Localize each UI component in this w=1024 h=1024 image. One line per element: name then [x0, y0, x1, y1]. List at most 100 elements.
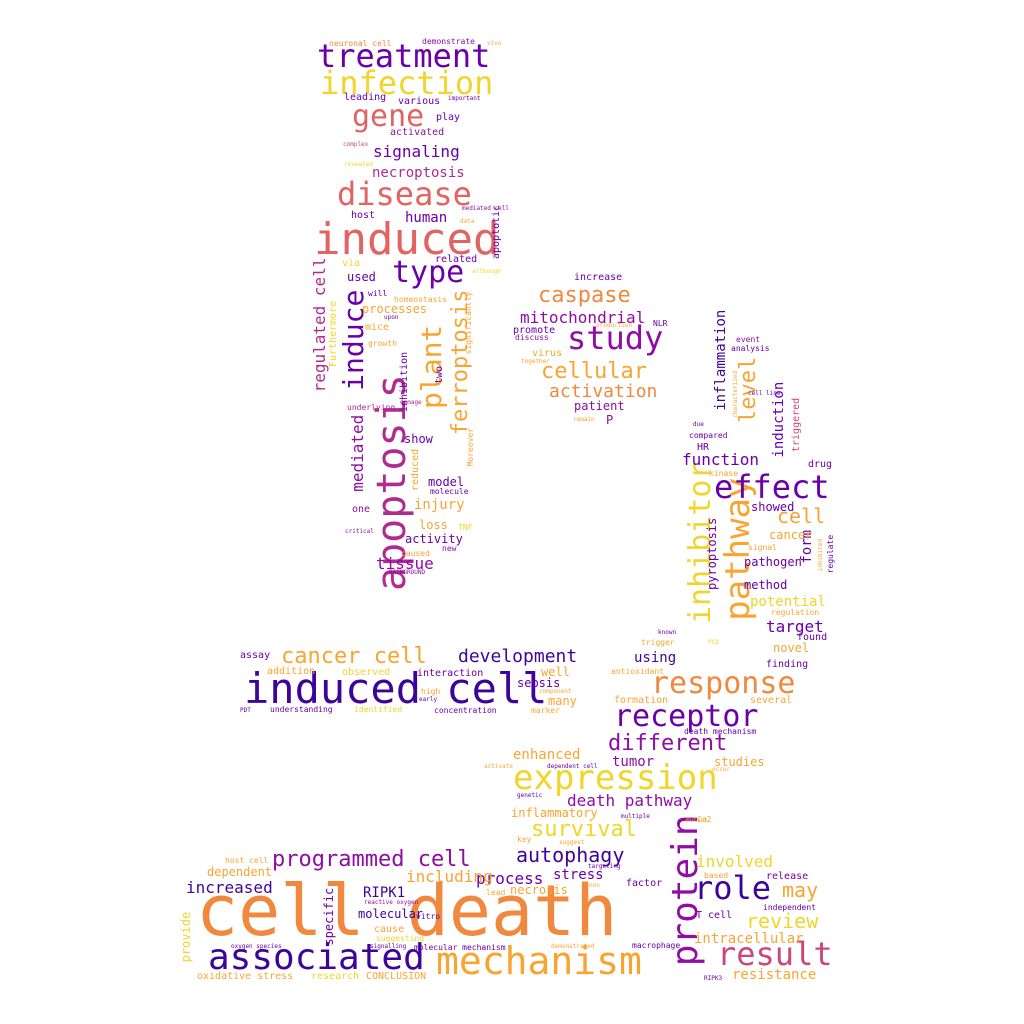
word-44: intracellular: [694, 931, 804, 947]
word-71: sepsis: [517, 676, 561, 690]
word-143: signal: [748, 543, 777, 552]
word-136: cell line: [748, 390, 781, 397]
word-79: patient: [574, 399, 625, 413]
word-139: compared: [689, 431, 728, 440]
word-109: homeostasis: [394, 295, 447, 304]
word-86: model: [428, 475, 465, 489]
word-176: host cell: [225, 856, 269, 865]
word-23: programmed cell: [272, 847, 471, 872]
word-93: related: [435, 254, 478, 265]
word-141: kinase: [709, 469, 738, 478]
word-99: apoptotic: [491, 204, 502, 259]
word-119: damage: [400, 399, 422, 406]
word-52: target: [766, 617, 824, 636]
word-140: HR: [697, 442, 710, 453]
word-40: death pathway: [567, 791, 693, 810]
word-82: promote: [513, 325, 556, 336]
word-168: dependent cell: [547, 763, 598, 770]
word-149: known: [658, 629, 677, 636]
word-170: genetic: [517, 792, 543, 799]
word-11: receptor: [614, 699, 759, 734]
word-19: type: [392, 255, 465, 290]
word-36: activation: [549, 381, 658, 402]
word-123: important: [448, 95, 481, 102]
word-161: component: [539, 688, 572, 695]
word-102: will: [368, 289, 388, 298]
word-47: mediated: [348, 414, 367, 492]
word-87: loss: [419, 518, 448, 532]
word-61: using: [634, 650, 677, 666]
word-30: autophagy: [516, 843, 625, 867]
word-17: disease: [337, 175, 472, 213]
word-166: concentration: [434, 706, 497, 715]
word-122: vivo: [487, 40, 502, 47]
word-148: several: [750, 695, 793, 706]
word-83: virus: [532, 348, 563, 359]
word-90: one: [352, 504, 371, 515]
word-112: molecule: [430, 487, 469, 496]
word-55: including: [406, 867, 493, 886]
word-163: PDT: [240, 707, 251, 714]
word-120: neuronal cell: [329, 39, 392, 48]
word-180: non: [589, 882, 600, 889]
word-173: multiple: [621, 813, 650, 820]
word-84: discuss: [515, 333, 549, 342]
word-100: mice: [365, 322, 390, 333]
word-195: research: [311, 971, 360, 982]
word-13: effect: [714, 468, 830, 506]
word-41: enhanced: [513, 747, 581, 763]
word-94: host: [351, 210, 376, 221]
word-53: potential: [750, 594, 826, 610]
word-92: used: [347, 270, 376, 284]
word-142: drug: [808, 459, 833, 470]
word-131: remain: [573, 416, 595, 423]
word-175: Ca2: [697, 815, 712, 824]
word-29: cellular: [541, 359, 647, 384]
word-125: revealed: [344, 161, 373, 168]
word-25: different: [608, 731, 728, 756]
word-135: triggered: [791, 397, 802, 452]
word-197: RIPK3: [704, 975, 723, 982]
word-156: addition: [267, 666, 316, 677]
word-5: associated: [208, 937, 425, 978]
word-194: oxidative stress: [197, 971, 294, 982]
word-74: novel: [773, 641, 810, 655]
word-9: response: [651, 666, 796, 701]
word-192: demonstrated: [551, 943, 595, 950]
word-185: reactive oxygen: [364, 899, 419, 906]
word-174: mutant: [686, 817, 708, 824]
word-164: understanding: [270, 705, 333, 714]
word-31: survival: [531, 817, 637, 842]
word-51: human: [405, 210, 448, 226]
word-96: activated: [390, 127, 445, 138]
word-169: occur: [712, 766, 731, 773]
word-121: demonstrate: [422, 37, 475, 46]
word-46: regulated cell: [310, 257, 329, 393]
word-145: regulate: [826, 534, 835, 574]
word-189: oxygen species: [231, 943, 282, 950]
word-54: process: [476, 869, 544, 888]
word-28: caspase: [538, 283, 631, 308]
word-18: gene: [352, 99, 425, 134]
word-191: molecular mechanism: [414, 943, 506, 952]
word-103: two: [434, 365, 445, 384]
word-14: role: [694, 869, 772, 907]
word-171: key: [517, 835, 532, 844]
word-158: interaction: [417, 668, 484, 679]
word-70: studies: [714, 755, 765, 769]
word-73: many: [548, 694, 577, 708]
word-49: tissue: [376, 554, 434, 573]
word-151: PCD: [708, 639, 719, 646]
word-33: review: [746, 909, 819, 933]
word-157: observed: [342, 667, 391, 678]
word-117: TNF: [458, 523, 473, 532]
word-1: induced cell: [244, 664, 548, 713]
word-186: vitro: [416, 912, 441, 921]
word-16: infection: [320, 64, 494, 102]
word-8: expression: [513, 758, 718, 798]
word-108: Furthermore: [328, 300, 339, 367]
word-64: molecular: [358, 907, 424, 921]
word-81: increase: [574, 272, 623, 283]
word-88: activity: [405, 532, 463, 546]
word-133: analysis: [731, 344, 770, 353]
